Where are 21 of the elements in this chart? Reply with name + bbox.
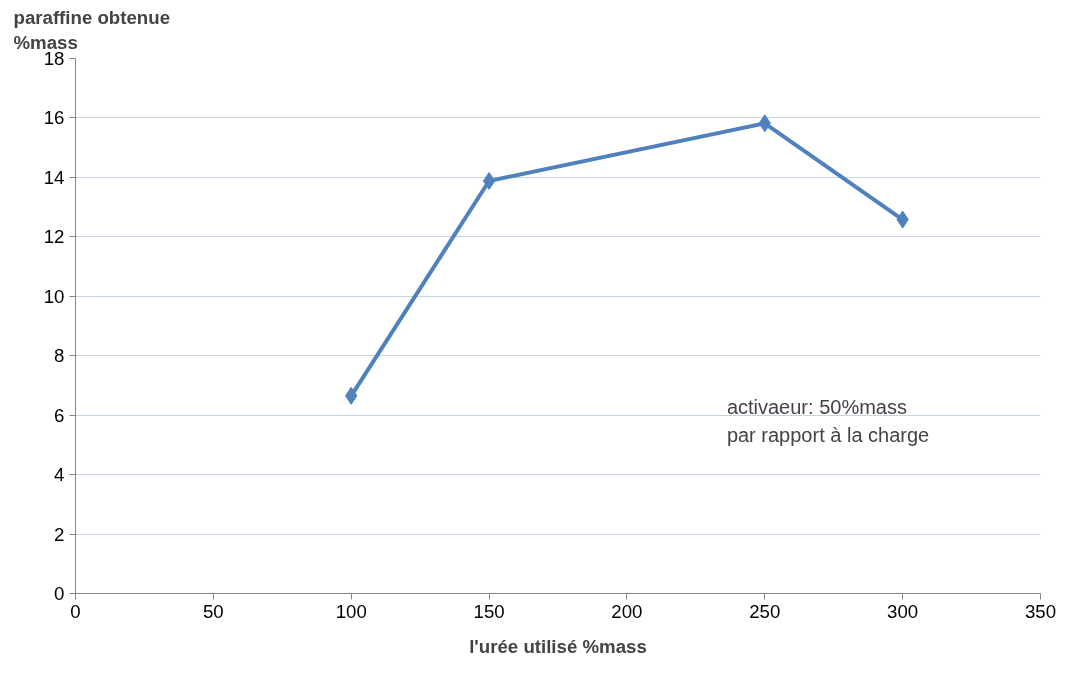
x-tick-label: 200 bbox=[611, 600, 643, 622]
y-tick-label: 8 bbox=[54, 345, 65, 367]
x-axis-title: l'urée utilisé %mass bbox=[469, 635, 647, 657]
x-tick-label: 250 bbox=[749, 600, 781, 622]
x-tick-label: 0 bbox=[70, 600, 81, 622]
y-tick-label: 4 bbox=[54, 464, 65, 486]
y-tick-label: 14 bbox=[43, 166, 65, 188]
y-tick-label: 12 bbox=[43, 226, 65, 248]
y-tick-label: 0 bbox=[54, 583, 65, 604]
y-tick-label: 10 bbox=[43, 285, 65, 307]
y-tick-label: 2 bbox=[54, 523, 65, 545]
x-tick-label: 350 bbox=[1024, 600, 1057, 622]
x-tick-label: 300 bbox=[887, 600, 919, 622]
y-tick-label: 6 bbox=[54, 404, 65, 426]
y-tick-label: 18 bbox=[43, 48, 65, 69]
x-tick-label: 100 bbox=[335, 600, 367, 622]
annotation: activaeur: 50%mass par rapport à la charge bbox=[726, 395, 930, 447]
y-tick-label: 16 bbox=[43, 107, 65, 129]
x-tick-label: 50 bbox=[202, 600, 224, 622]
point bbox=[482, 171, 496, 190]
x-tick-label: 150 bbox=[473, 600, 505, 622]
